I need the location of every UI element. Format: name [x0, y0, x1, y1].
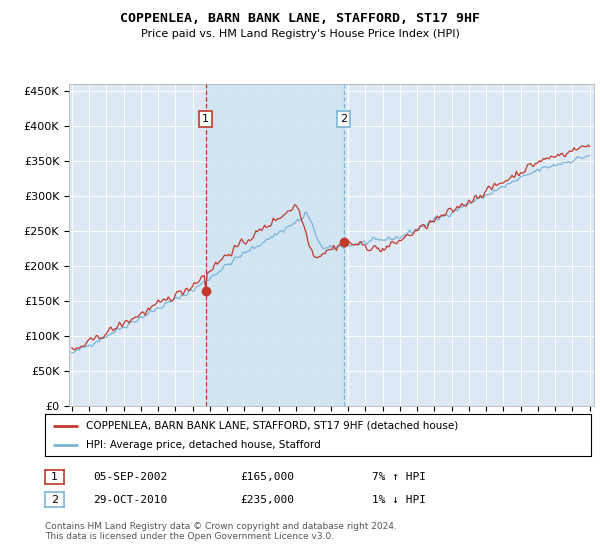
Text: 2: 2	[51, 494, 58, 505]
Text: £165,000: £165,000	[240, 472, 294, 482]
Text: 05-SEP-2002: 05-SEP-2002	[93, 472, 167, 482]
Text: 1: 1	[202, 114, 209, 124]
Text: 2: 2	[340, 114, 347, 124]
Text: 1: 1	[51, 472, 58, 482]
Text: £235,000: £235,000	[240, 494, 294, 505]
Text: HPI: Average price, detached house, Stafford: HPI: Average price, detached house, Staf…	[86, 440, 320, 450]
Text: 1% ↓ HPI: 1% ↓ HPI	[372, 494, 426, 505]
Text: 7% ↑ HPI: 7% ↑ HPI	[372, 472, 426, 482]
Text: COPPENLEA, BARN BANK LANE, STAFFORD, ST17 9HF: COPPENLEA, BARN BANK LANE, STAFFORD, ST1…	[120, 12, 480, 25]
Text: COPPENLEA, BARN BANK LANE, STAFFORD, ST17 9HF (detached house): COPPENLEA, BARN BANK LANE, STAFFORD, ST1…	[86, 421, 458, 431]
Text: Price paid vs. HM Land Registry's House Price Index (HPI): Price paid vs. HM Land Registry's House …	[140, 29, 460, 39]
Text: 29-OCT-2010: 29-OCT-2010	[93, 494, 167, 505]
Bar	[206, 84, 344, 406]
Text: Contains HM Land Registry data © Crown copyright and database right 2024.
This d: Contains HM Land Registry data © Crown c…	[45, 522, 397, 542]
